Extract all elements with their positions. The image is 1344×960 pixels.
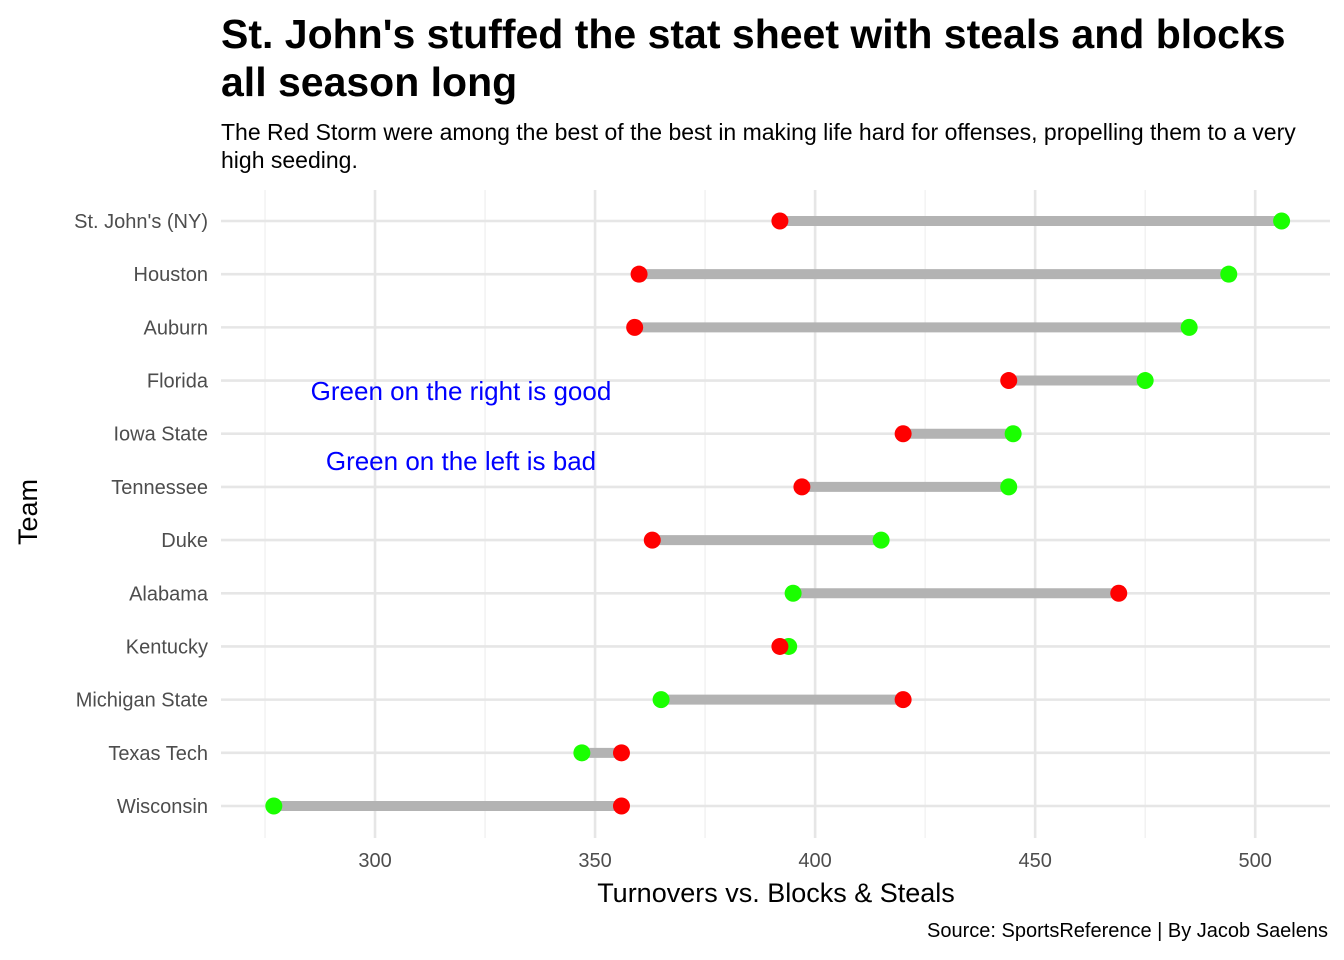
turnovers-point [643, 531, 661, 549]
blocks-steals-point [265, 797, 283, 815]
chart-title: St. John's stuffed the stat sheet with s… [221, 11, 1286, 105]
x-tick-labels: 300 350 400 450 500 [358, 850, 1272, 872]
turnovers-point [612, 797, 630, 815]
y-tick-label: Michigan State [76, 690, 208, 712]
blocks-steals-point [1180, 318, 1198, 336]
turnovers-point [630, 265, 648, 283]
turnovers-point [612, 744, 630, 762]
y-tick-label: Houston [134, 264, 209, 286]
y-tick-label: Florida [147, 371, 209, 393]
turnovers-point [894, 691, 912, 709]
y-tick-label: St. John's (NY) [74, 211, 208, 233]
turnovers-point [771, 212, 789, 230]
blocks-steals-point [1004, 425, 1022, 443]
turnovers-point [626, 318, 644, 336]
x-tick-label: 300 [358, 850, 391, 872]
turnovers-point [1000, 372, 1018, 390]
y-axis-title: Team [13, 479, 43, 545]
y-tick-label: Texas Tech [108, 743, 208, 765]
connector-lines [273, 216, 1282, 811]
annotation-good: Green on the right is good [311, 376, 612, 406]
annotation-bad: Green on the left is bad [326, 446, 596, 476]
y-tick-label: Tennessee [111, 477, 208, 499]
turnovers-point [894, 425, 912, 443]
y-tick-label: Kentucky [126, 636, 208, 658]
blocks-steals-point [1273, 212, 1291, 230]
turnovers-point [1110, 584, 1128, 602]
y-tick-label: Duke [161, 530, 208, 552]
blocks-steals-point [652, 691, 670, 709]
x-tick-label: 500 [1238, 850, 1271, 872]
y-tick-label: Auburn [144, 317, 209, 339]
x-tick-label: 450 [1018, 850, 1051, 872]
blocks-steals-point [872, 531, 890, 549]
x-tick-label: 400 [798, 850, 831, 872]
y-tick-label: Alabama [129, 583, 209, 605]
x-axis-title: Turnovers vs. Blocks & Steals [597, 878, 955, 908]
chart-subtitle: The Red Storm were among the best of the… [221, 119, 1296, 173]
chart-caption: Source: SportsReference | By Jacob Saele… [927, 920, 1328, 942]
turnovers-point [771, 637, 789, 655]
y-tick-label: Wisconsin [117, 796, 208, 818]
blocks-steals-point [1000, 478, 1018, 496]
turnovers-point [793, 478, 811, 496]
data-points [265, 212, 1291, 815]
blocks-steals-point [573, 744, 591, 762]
x-tick-label: 350 [578, 850, 611, 872]
blocks-steals-point [784, 584, 802, 602]
y-tick-label: Iowa State [113, 424, 208, 446]
grid-lines [221, 190, 1330, 838]
y-tick-labels: St. John's (NY) Houston Auburn Florida Iowa … [74, 211, 209, 818]
blocks-steals-point [1136, 372, 1154, 390]
blocks-steals-point [1220, 265, 1238, 283]
